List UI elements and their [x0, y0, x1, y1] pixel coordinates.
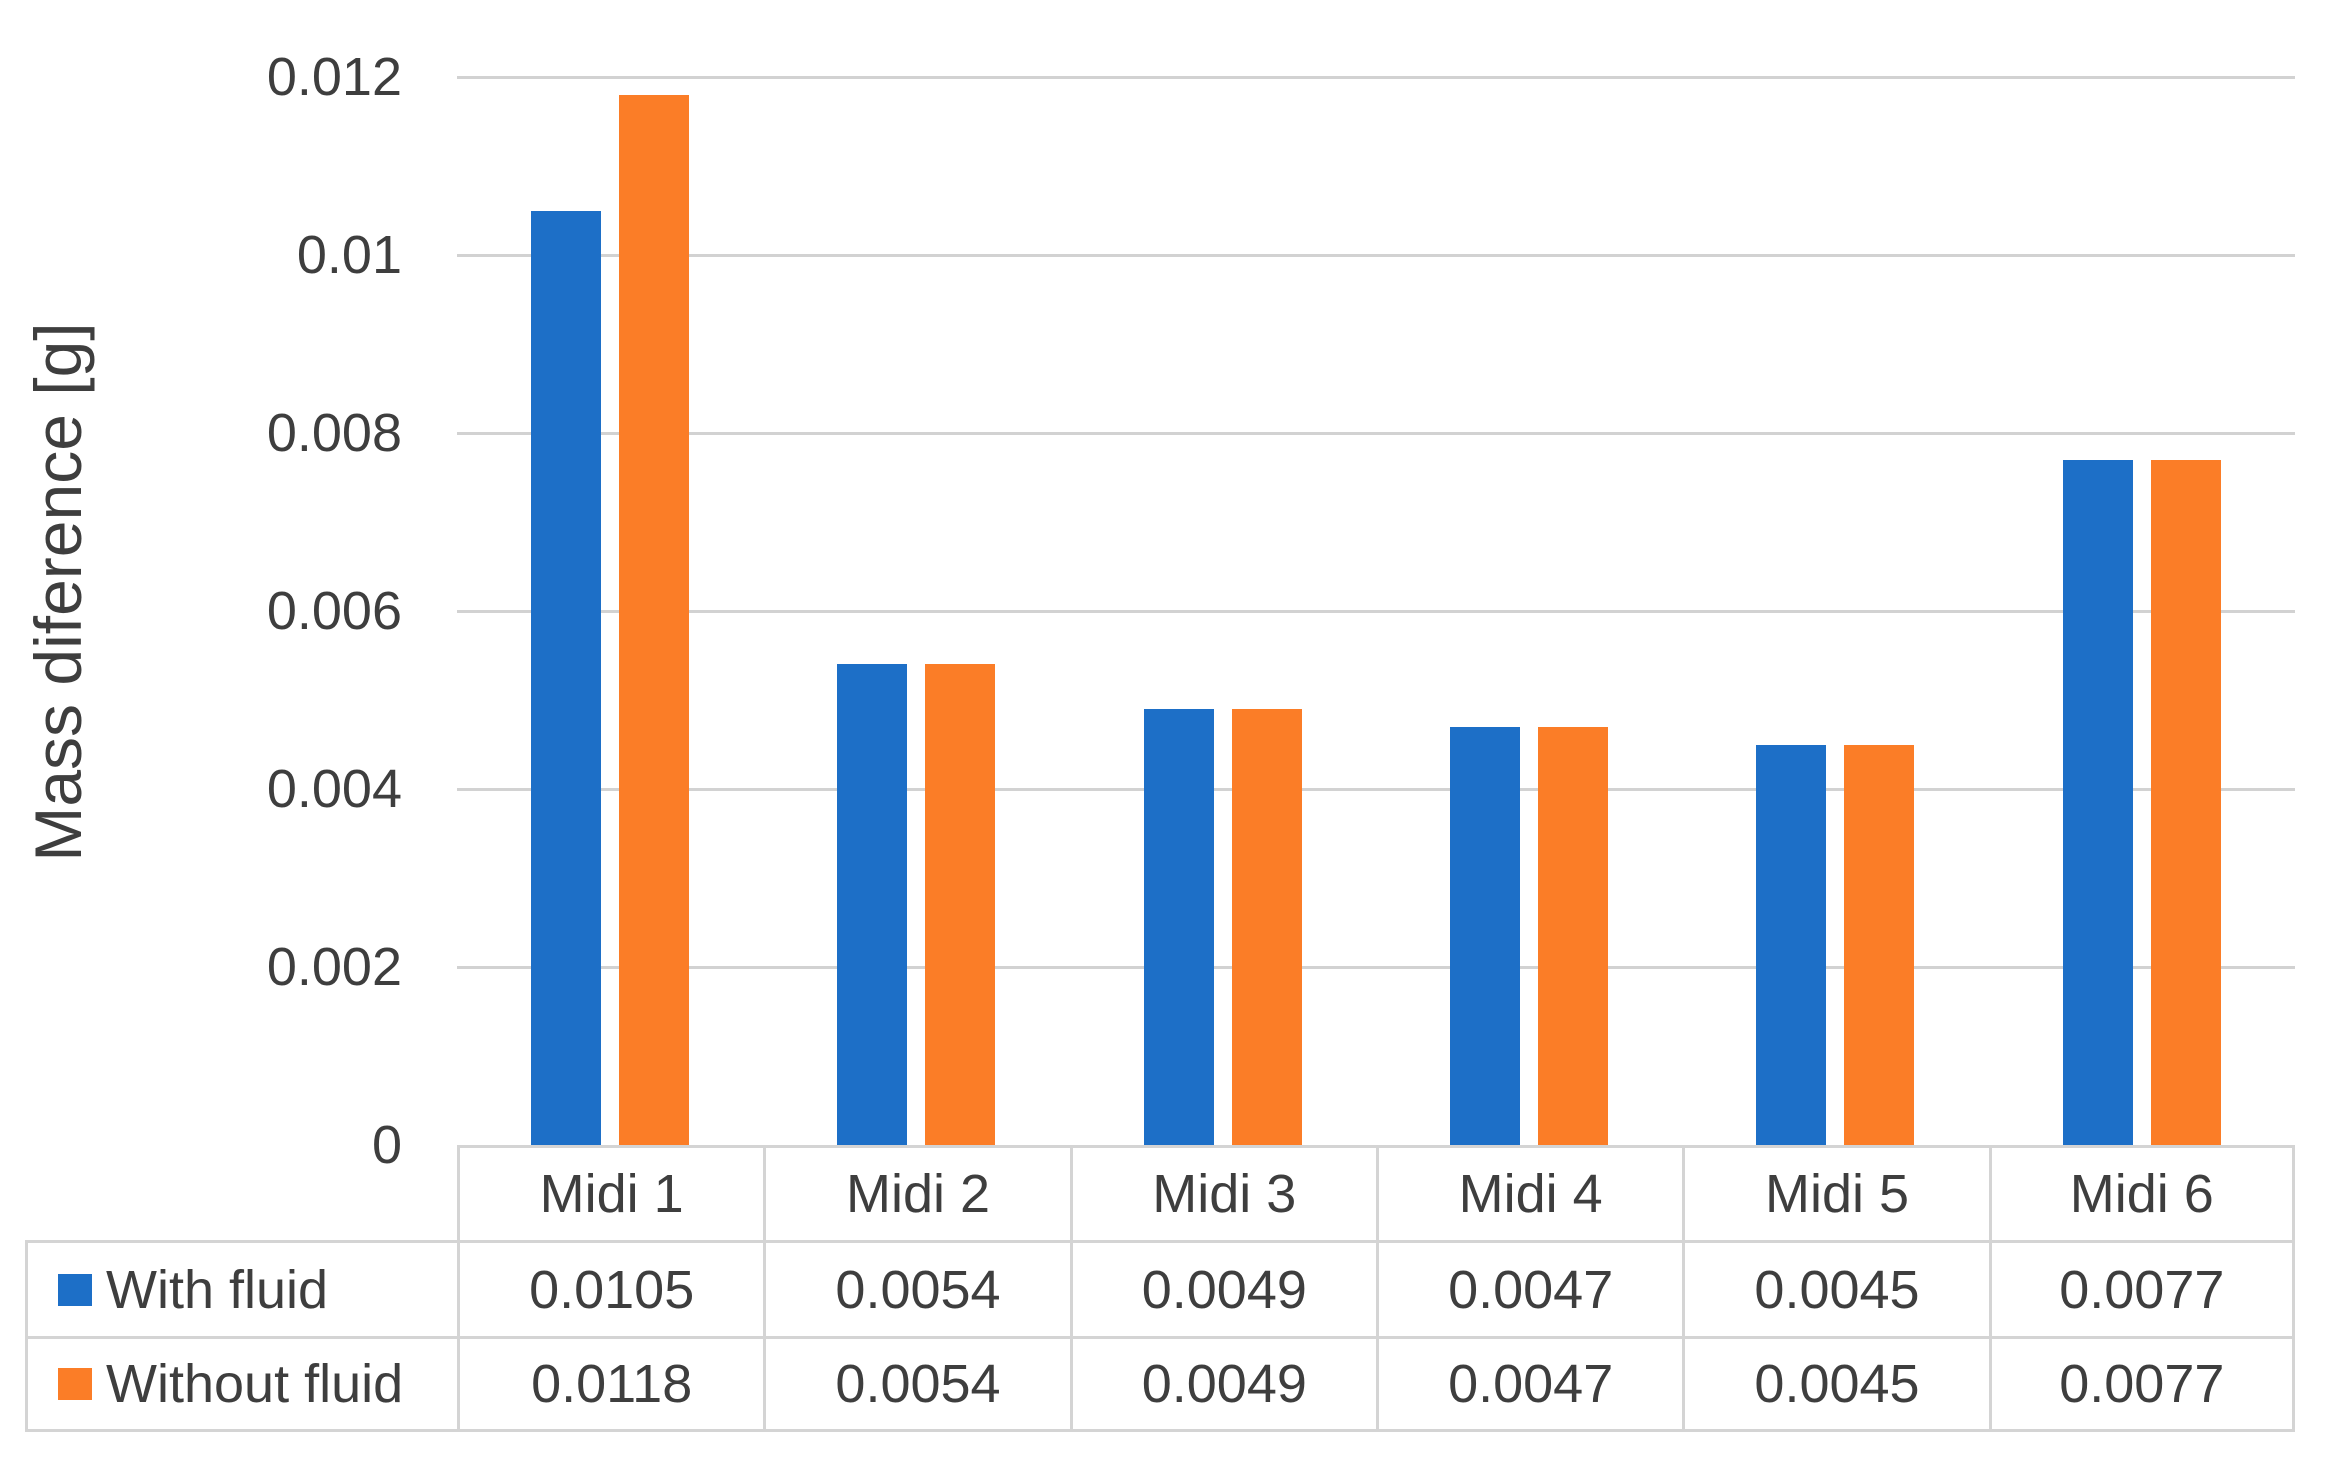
- table-value-without-fluid-midi-1: 0.0118: [457, 1336, 764, 1432]
- table-value-with-fluid-midi-5: 0.0045: [1682, 1240, 1989, 1336]
- y-tick-label-0.006: 0.006: [266, 581, 402, 641]
- bar-without-fluid-midi-1: [619, 94, 690, 1145]
- bars-layer: [457, 77, 2295, 1145]
- bar-without-fluid-midi-5: [1844, 744, 1915, 1145]
- legend-swatch-without-fluid: [58, 1368, 92, 1400]
- table-value-with-fluid-midi-1: 0.0105: [457, 1240, 764, 1336]
- table-value-without-fluid-midi-4: 0.0047: [1376, 1336, 1683, 1432]
- y-tick-label-0.012: 0.012: [266, 47, 402, 107]
- bar-group-midi-2: [763, 77, 1069, 1145]
- legend-label-text: Without fluid: [106, 1354, 404, 1414]
- bar-with-fluid-midi-1: [531, 210, 602, 1145]
- table-value-without-fluid-midi-2: 0.0054: [763, 1336, 1070, 1432]
- bar-with-fluid-midi-5: [1756, 744, 1827, 1145]
- column-header-midi-6: Midi 6: [1988, 1145, 2295, 1240]
- y-tick-label-0.004: 0.004: [266, 759, 402, 819]
- y-tick-label-0: 0: [371, 1115, 402, 1175]
- gridline-0.012: [457, 75, 2295, 79]
- table-value-without-fluid-midi-3: 0.0049: [1069, 1336, 1376, 1432]
- y-tick-label-0.008: 0.008: [266, 403, 402, 463]
- bar-group-midi-6: [1989, 77, 2295, 1145]
- gridline-0.006: [457, 609, 2295, 613]
- table-value-with-fluid-midi-4: 0.0047: [1376, 1240, 1683, 1336]
- gridline-0.01: [457, 253, 2295, 257]
- table-value-without-fluid-midi-5: 0.0045: [1682, 1336, 1989, 1432]
- bar-with-fluid-midi-3: [1143, 708, 1214, 1145]
- bar-group-midi-3: [1070, 77, 1376, 1145]
- legend-label-text: With fluid: [106, 1259, 329, 1320]
- bar-without-fluid-midi-2: [925, 664, 996, 1145]
- table-value-without-fluid-midi-6: 0.0077: [1988, 1336, 2295, 1432]
- table-value-with-fluid-midi-6: 0.0077: [1988, 1240, 2295, 1336]
- bar-group-midi-5: [1682, 77, 1988, 1145]
- column-header-midi-2: Midi 2: [763, 1145, 1070, 1240]
- bar-group-midi-1: [457, 77, 763, 1145]
- bar-without-fluid-midi-4: [1538, 726, 1609, 1145]
- gridline-0.008: [457, 431, 2295, 435]
- bar-with-fluid-midi-4: [1450, 726, 1521, 1145]
- bar-without-fluid-midi-3: [1231, 708, 1302, 1145]
- bar-with-fluid-midi-2: [837, 664, 908, 1145]
- y-tick-label-0.002: 0.002: [266, 937, 402, 997]
- data-table-with-legend: Midi 1 Midi 2 Midi 3 Midi 4 Midi 5 Midi 6 With…: [25, 1145, 2295, 1432]
- y-tick-label-0.01: 0.01: [296, 225, 402, 285]
- column-header-midi-4: Midi 4: [1376, 1145, 1683, 1240]
- table-value-with-fluid-midi-3: 0.0049: [1069, 1240, 1376, 1336]
- legend-swatch-with-fluid: [58, 1273, 92, 1306]
- table-value-with-fluid-midi-2: 0.0054: [763, 1240, 1070, 1336]
- column-header-midi-1: Midi 1: [457, 1145, 764, 1240]
- gridline-0.004: [457, 787, 2295, 791]
- bar-with-fluid-midi-6: [2062, 459, 2133, 1145]
- table-corner-spacer: [25, 1145, 457, 1240]
- bar-group-midi-4: [1376, 77, 1682, 1145]
- plot-area: [457, 75, 2295, 1145]
- bar-without-fluid-midi-6: [2150, 459, 2221, 1145]
- legend-row-label-without-fluid: Without fluid: [25, 1336, 457, 1432]
- column-header-midi-5: Midi 5: [1682, 1145, 1989, 1240]
- column-header-midi-3: Midi 3: [1069, 1145, 1376, 1240]
- legend-row-label-with-fluid: With fluid: [25, 1240, 457, 1336]
- gridline-0.002: [457, 965, 2295, 969]
